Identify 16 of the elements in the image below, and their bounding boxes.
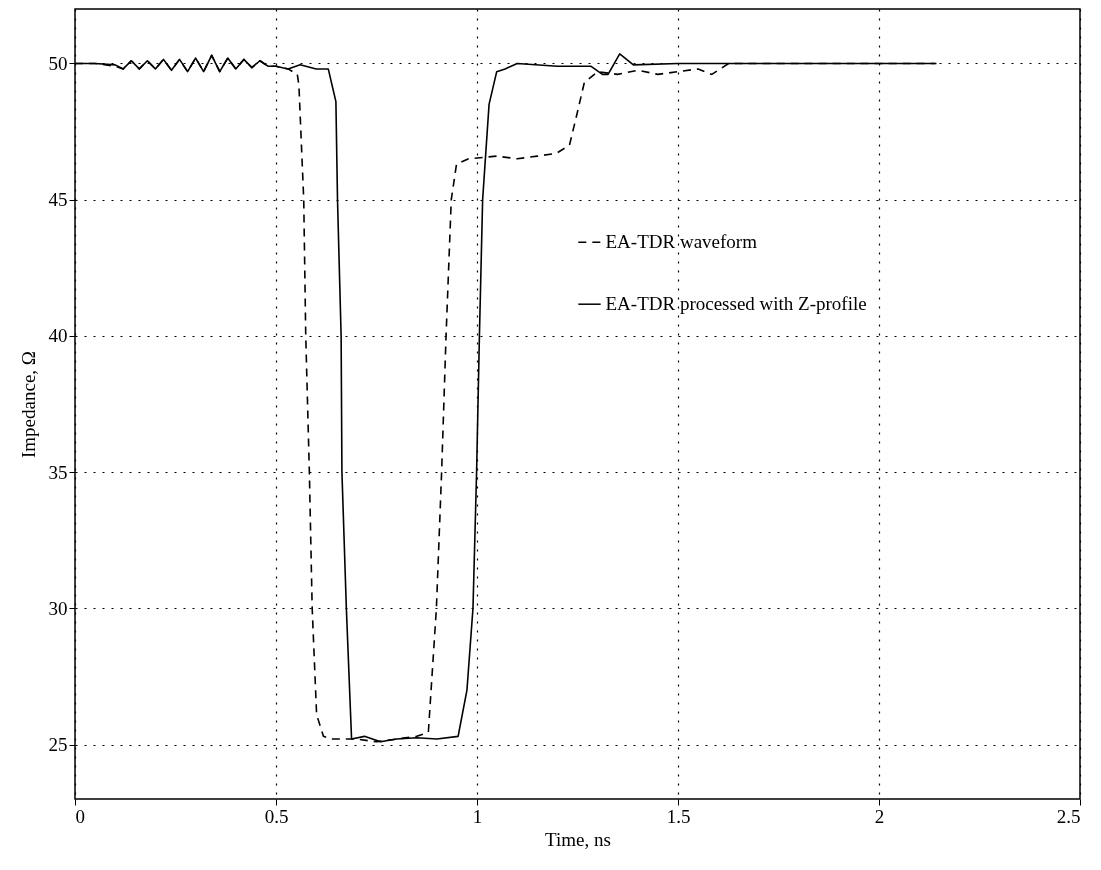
y-tick-label: 45 [48, 189, 68, 211]
x-tick-label: 1 [472, 805, 483, 827]
x-tick-label: 0 [75, 805, 85, 827]
x-tick-label: 1.5 [666, 805, 691, 827]
x-tick-label: 2 [874, 805, 885, 827]
legend-label: EA-TDR waveform [605, 231, 758, 253]
x-axis-title: Time, ns [545, 828, 611, 850]
y-axis-title: Impedance, Ω [17, 351, 39, 458]
y-tick-label: 30 [48, 597, 68, 619]
y-tick-label: 40 [48, 325, 68, 347]
y-tick-label: 25 [48, 734, 68, 756]
legend-label: EA-TDR processed with Z-profile [605, 293, 867, 315]
x-tick-label: 0.5 [264, 805, 289, 827]
x-tick-label: 2.5 [1056, 805, 1081, 827]
y-tick-label: 35 [48, 461, 68, 483]
y-tick-label: 50 [48, 52, 68, 74]
